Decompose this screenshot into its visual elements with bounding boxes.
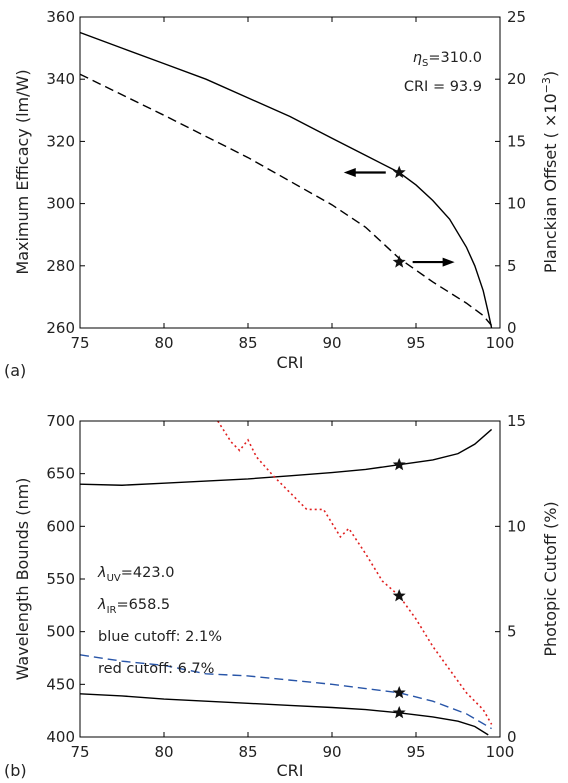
y-left-tick-label: 400: [46, 728, 75, 746]
y-right-tick-label: 5: [507, 623, 517, 641]
panel-a-ylabel-left: Maximum Efficacy (lm/W): [13, 69, 32, 274]
y-left-tick-label: 700: [46, 412, 75, 430]
panel-a-ticks: 75 80 85 90 95 100 260 280 300 320 340 360 0 5 10 15 20 2…: [46, 8, 526, 352]
y-right-tick-label: 10: [507, 517, 526, 535]
y-left-tick-label: 280: [46, 257, 75, 275]
panel-b: 75 80 85 90 95 100 400 450 500 550 600 650 700 0 5 10 15…: [4, 412, 560, 780]
panel-a-ylabel-right-close: ): [541, 71, 560, 77]
panel-b-series-1-line: [80, 693, 489, 736]
panel-b-ylabel-right: Photopic Cutoff (%): [541, 501, 560, 656]
y-left-tick-label: 320: [46, 132, 75, 150]
uv-symbol: λ: [97, 565, 107, 581]
y-left-tick-label: 360: [46, 8, 75, 26]
y-right-tick-label: 25: [507, 8, 526, 26]
x-tick-label: 100: [486, 334, 515, 352]
panel-a-label: (a): [4, 361, 26, 380]
y-right-tick-label: 10: [507, 195, 526, 213]
panel-a-series-0-line: [80, 31, 493, 328]
x-tick-label: 80: [154, 334, 173, 352]
panel-a-eta-annotation: ηS=310.0: [413, 50, 482, 69]
x-tick-label: 95: [406, 334, 425, 352]
star-marker-icon: [392, 255, 406, 268]
y-right-tick-label: 0: [507, 728, 517, 746]
star-marker-icon: [392, 165, 406, 179]
panel-b-uv-annotation: λUV=423.0: [97, 565, 174, 584]
panel-b-label: (b): [4, 761, 27, 780]
y-right-tick-label: 20: [507, 70, 526, 88]
panel-b-ylabel-left: Wavelength Bounds (nm): [13, 478, 32, 681]
x-tick-label: 75: [70, 334, 89, 352]
panel-b-series: [80, 421, 493, 736]
panel-a-ylabel-right: Planckian Offset ( ×10−3): [540, 71, 560, 273]
panel-b-series-2-line: [80, 654, 492, 730]
uv-subscript: UV: [107, 573, 121, 584]
panel-a: 75 80 85 90 95 100 260 280 300 320 340 360 0 5 10 15 20 2…: [4, 8, 560, 380]
y-left-tick-label: 650: [46, 465, 75, 483]
panel-b-red-cutoff-annotation: red cutoff: 6.7%: [98, 661, 214, 677]
arrow-left-icon: [343, 168, 386, 177]
uv-value: =423.0: [121, 565, 175, 581]
x-tick-label: 75: [70, 743, 89, 761]
y-right-tick-label: 5: [507, 257, 517, 275]
panel-b-blue-cutoff-annotation: blue cutoff: 2.1%: [98, 629, 222, 645]
y-right-tick-label: 0: [507, 319, 517, 337]
x-tick-label: 80: [154, 743, 173, 761]
y-left-tick-label: 500: [46, 623, 75, 641]
panel-b-xlabel: CRI: [276, 761, 303, 780]
ir-value: =658.5: [117, 597, 171, 613]
ir-symbol: λ: [97, 597, 107, 613]
y-left-tick-label: 550: [46, 570, 75, 588]
eta-subscript: S: [422, 58, 428, 69]
panel-b-series-0-line: [80, 428, 493, 486]
panel-a-markers: [343, 165, 455, 268]
y-right-tick-label: 15: [507, 412, 526, 430]
panel-a-ylabel-right-text: Planckian Offset: [541, 144, 560, 274]
y-left-tick-label: 340: [46, 70, 75, 88]
panel-a-xlabel: CRI: [276, 353, 303, 372]
arrow-right-icon: [412, 257, 455, 267]
x-tick-label: 90: [322, 334, 341, 352]
panel-a-ylabel-right-exp: −3: [540, 77, 553, 93]
panel-a-series: [80, 31, 493, 328]
ir-subscript: IR: [107, 605, 117, 616]
y-left-tick-label: 300: [46, 195, 75, 213]
x-tick-label: 85: [238, 334, 257, 352]
panel-a-series-1-line: [80, 73, 493, 326]
y-left-tick-label: 600: [46, 517, 75, 535]
panel-a-cri-annotation: CRI = 93.9: [404, 79, 482, 95]
panel-b-ir-annotation: λIR=658.5: [97, 597, 170, 616]
star-marker-icon: [392, 705, 406, 719]
eta-value: =310.0: [428, 50, 482, 66]
panel-b-series-3-line: [217, 421, 493, 725]
star-marker-icon: [392, 685, 406, 699]
eta-symbol: η: [413, 50, 422, 66]
x-tick-label: 85: [238, 743, 257, 761]
panel-a-plot-frame: [79, 16, 501, 329]
x-tick-label: 90: [322, 743, 341, 761]
star-marker-icon: [392, 457, 406, 471]
x-tick-label: 100: [486, 743, 515, 761]
star-marker-icon: [392, 589, 406, 602]
panel-b-ticks: 75 80 85 90 95 100 400 450 500 550 600 650 700 0 5 10 15: [46, 412, 526, 761]
y-left-tick-label: 450: [46, 675, 75, 693]
panel-b-markers: [392, 457, 406, 719]
y-left-tick-label: 260: [46, 319, 75, 337]
y-right-tick-label: 15: [507, 132, 526, 150]
panel-a-ylabel-right-unit: ( ×10: [541, 93, 560, 138]
x-tick-label: 95: [406, 743, 425, 761]
